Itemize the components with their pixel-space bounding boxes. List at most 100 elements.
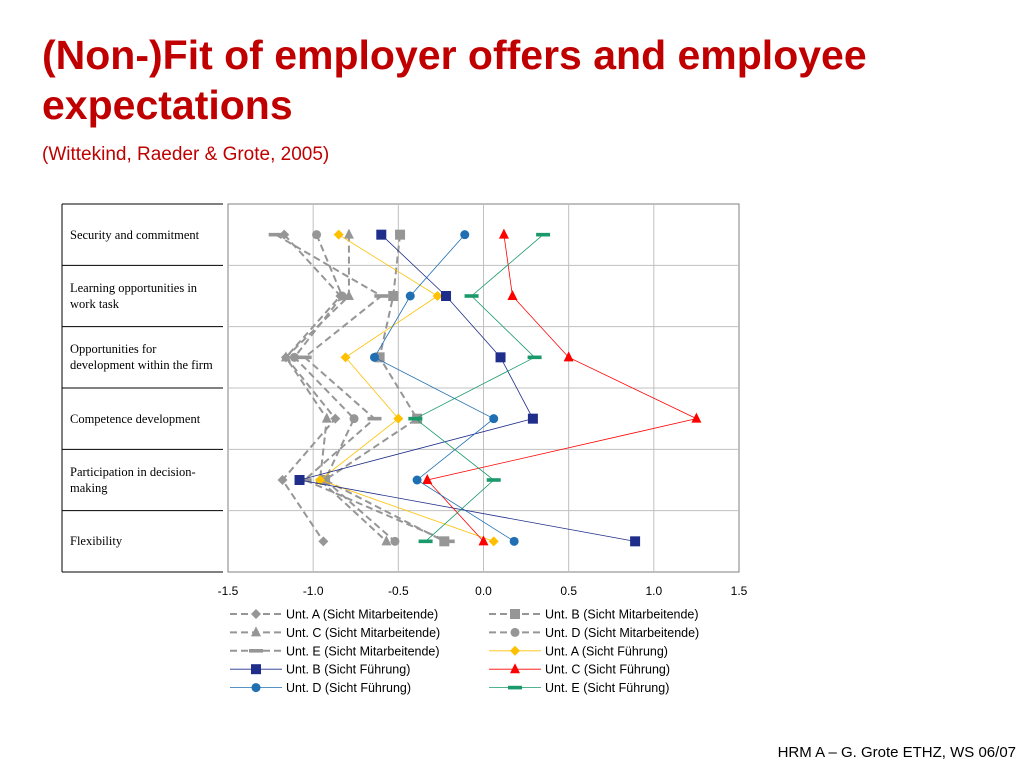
data-point	[509, 536, 519, 546]
data-point	[507, 290, 518, 300]
data-point	[374, 294, 389, 298]
legend-marker	[508, 685, 522, 690]
data-point	[478, 535, 489, 546]
legend-label: Unt. E (Sicht Mitarbeitende)	[286, 644, 440, 658]
legend-marker	[251, 664, 261, 675]
legend-label: Unt. D (Sicht Führung)	[286, 681, 411, 695]
legend-item: Unt. B (Sicht Mitarbeitende)	[489, 608, 699, 622]
series-7	[294, 229, 641, 547]
legend-item: Unt. A (Sicht Mitarbeitende)	[230, 608, 438, 622]
legend-item: Unt. B (Sicht Führung)	[230, 663, 410, 677]
legend-label: Unt. C (Sicht Führung)	[545, 663, 670, 677]
series-10	[408, 232, 551, 544]
data-point	[418, 539, 433, 544]
category-label: Participation in decision-making	[70, 465, 196, 495]
data-point	[337, 291, 347, 301]
data-point	[268, 232, 283, 237]
legend-label: Unt. D (Sicht Mitarbeitende)	[545, 626, 699, 640]
slide-subtitle: (Wittekind, Raeder & Grote, 2005)	[42, 144, 330, 165]
data-point	[367, 416, 382, 421]
data-point	[691, 412, 702, 423]
series-8	[422, 228, 702, 546]
slide-title: (Non-)Fit of employer offers and employe…	[42, 32, 867, 128]
slide-footer: HRM A – G. Grote ETHZ, WS 06/07	[777, 744, 1016, 761]
data-point	[563, 351, 574, 362]
data-point	[343, 290, 354, 300]
data-point	[440, 539, 455, 544]
data-point	[340, 352, 351, 363]
series-line	[284, 234, 388, 543]
series-9	[369, 230, 519, 546]
category-label: Competence development	[70, 411, 201, 426]
data-point	[460, 230, 470, 240]
data-point	[630, 536, 641, 547]
data-point	[422, 474, 433, 484]
data-point	[312, 230, 322, 240]
data-point	[464, 294, 479, 298]
data-point	[294, 475, 305, 485]
legend-label: Unt. A (Sicht Führung)	[545, 644, 668, 658]
data-point	[376, 229, 387, 240]
data-point	[277, 475, 288, 485]
x-tick-label: 0.0	[475, 584, 492, 598]
data-point	[280, 351, 291, 362]
data-point	[527, 413, 538, 424]
data-point	[381, 535, 392, 546]
data-point	[333, 229, 344, 240]
data-point	[369, 352, 379, 362]
x-tick-label: -1.0	[303, 584, 324, 598]
legend-marker	[510, 663, 520, 674]
data-point	[349, 414, 359, 424]
data-point	[343, 228, 354, 239]
data-point	[489, 414, 499, 424]
data-point	[527, 355, 542, 360]
legend-marker	[251, 626, 261, 637]
data-point	[408, 416, 423, 421]
x-tick-label: 1.5	[731, 584, 748, 598]
legend-item: Unt. E (Sicht Führung)	[489, 681, 669, 695]
legend-item: Unt. C (Sicht Mitarbeitende)	[230, 626, 440, 640]
legend-marker	[510, 645, 520, 656]
data-point	[390, 536, 400, 546]
series-line	[323, 234, 445, 543]
series-5	[268, 232, 455, 544]
category-label: Security and commitment	[70, 227, 200, 242]
data-point	[498, 228, 509, 239]
series-line	[373, 234, 515, 542]
data-point	[321, 412, 332, 423]
legend-item: Unt. A (Sicht Führung)	[489, 644, 668, 658]
legend-label: Unt. B (Sicht Führung)	[286, 663, 410, 677]
data-point	[495, 352, 506, 363]
series-line	[299, 234, 636, 542]
x-tick-label: -1.5	[218, 584, 239, 598]
legend-marker	[510, 627, 520, 637]
series-line	[426, 234, 698, 542]
x-tick-label: 1.0	[645, 584, 662, 598]
legend-label: Unt. A (Sicht Mitarbeitende)	[286, 608, 438, 622]
category-label: Flexibility	[70, 534, 123, 549]
data-point	[374, 352, 385, 363]
series-line	[281, 233, 342, 542]
legend-item: Unt. E (Sicht Mitarbeitende)	[230, 644, 440, 658]
data-point	[318, 536, 329, 547]
data-point	[405, 291, 415, 301]
data-point	[297, 355, 312, 360]
category-label: Opportunities for development within the…	[70, 342, 213, 373]
legend-marker	[251, 683, 261, 693]
data-point	[395, 229, 406, 240]
legend-item: Unt. D (Sicht Führung)	[230, 681, 411, 695]
data-point	[314, 475, 325, 485]
series-line	[293, 234, 396, 543]
data-point	[486, 478, 501, 482]
series-6	[314, 229, 499, 547]
data-point	[536, 232, 551, 237]
legend-marker	[249, 649, 263, 653]
legend-item: Unt. C (Sicht Führung)	[489, 663, 670, 677]
series-line	[414, 234, 544, 542]
data-point	[432, 291, 443, 301]
data-point	[412, 475, 422, 485]
x-tick-label: -0.5	[388, 584, 409, 598]
legend-item: Unt. D (Sicht Mitarbeitende)	[489, 626, 699, 640]
data-point	[393, 413, 404, 424]
data-point	[441, 291, 452, 301]
